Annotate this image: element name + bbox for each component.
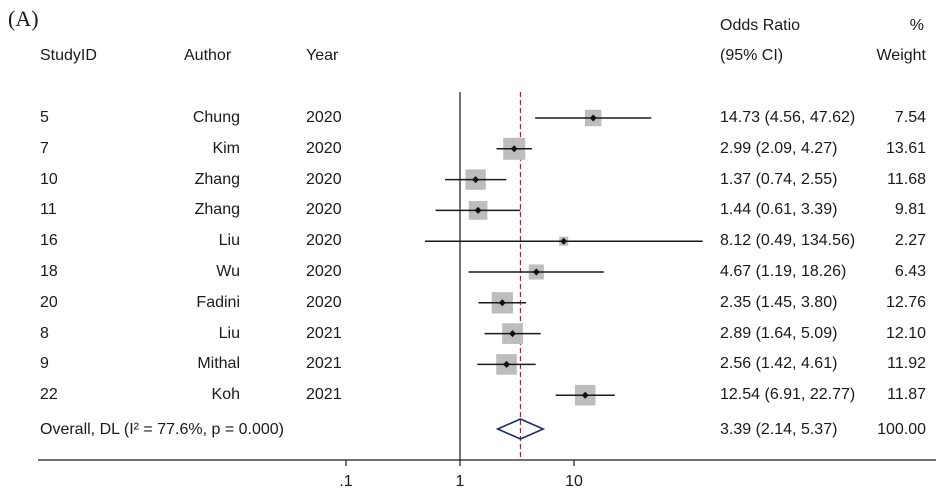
study-author: Zhang: [194, 201, 240, 219]
study-weight-text: 11.87: [887, 386, 926, 404]
study-ci-text: 14.73 (4.56, 47.62): [720, 109, 856, 126]
study-author: Koh: [211, 386, 240, 404]
header-odds-ratio: Odds Ratio: [720, 17, 801, 34]
overall-label: Overall, DL (I² = 77.6%, p = 0.000): [40, 421, 284, 438]
study-weight-text: 9.81: [894, 201, 926, 219]
study-author: Wu: [216, 263, 240, 280]
study-year: 2020: [306, 201, 342, 219]
study-point-estimate: [503, 360, 511, 368]
study-point-estimate: [510, 145, 518, 153]
study-year: 2020: [306, 109, 342, 126]
overall-ci-text: 3.39 (2.14, 5.37): [720, 421, 838, 438]
study-author: Fadini: [196, 293, 240, 311]
study-id: 11: [40, 201, 57, 219]
header-author: Author: [184, 47, 232, 64]
study-weight-text: 12.76: [885, 293, 926, 311]
study-ci-text: 2.99 (2.09, 4.27): [720, 139, 838, 157]
overall-weight-text: 100.00: [877, 421, 926, 438]
study-point-estimate: [532, 268, 540, 276]
study-weight-text: 13.61: [885, 139, 926, 157]
study-author: Liu: [218, 324, 240, 342]
study-year: 2020: [306, 263, 342, 280]
study-year: 2021: [306, 324, 342, 342]
study-id: 8: [40, 324, 49, 342]
study-author: Chung: [192, 109, 240, 126]
study-id: 10: [40, 170, 58, 188]
header-percent: %: [909, 17, 924, 34]
x-axis-tick-label: .1: [339, 473, 352, 490]
overall-diamond: [495, 418, 546, 440]
study-point-estimate: [498, 299, 506, 307]
study-year: 2020: [306, 139, 342, 157]
study-id: 5: [40, 109, 49, 126]
study-year: 2020: [306, 293, 342, 311]
study-point-estimate: [509, 330, 517, 338]
study-year: 2020: [306, 170, 342, 188]
study-id: 7: [40, 139, 49, 157]
study-ci-text: 12.54 (6.91, 22.77): [720, 386, 856, 404]
study-ci-text: 2.35 (1.45, 3.80): [720, 293, 838, 311]
x-axis-tick-label: 1: [456, 473, 465, 490]
header-ci: (95% CI): [720, 47, 784, 64]
study-weight-text: 11.92: [887, 355, 926, 373]
header-studyid: StudyID: [40, 47, 97, 64]
study-author: Liu: [218, 232, 240, 250]
study-point-estimate: [472, 176, 480, 184]
study-ci-text: 2.56 (1.42, 4.61): [720, 355, 838, 373]
x-axis-tick-label: 10: [565, 473, 583, 490]
panel-label: (A): [8, 6, 39, 31]
study-author: Kim: [212, 139, 240, 157]
study-weight-text: 6.43: [894, 263, 926, 280]
study-id: 20: [40, 293, 58, 311]
study-weight-text: 11.68: [887, 170, 926, 188]
study-author: Zhang: [194, 170, 240, 188]
study-year: 2021: [306, 386, 342, 404]
study-author: Mithal: [197, 355, 240, 373]
study-id: 18: [40, 263, 58, 280]
study-year: 2020: [306, 232, 342, 250]
study-ci-text: 4.67 (1.19, 18.26): [720, 263, 847, 280]
header-year: Year: [306, 47, 339, 64]
study-point-estimate: [581, 391, 589, 399]
study-weight-text: 2.27: [894, 232, 926, 250]
study-year: 2021: [306, 355, 342, 373]
study-id: 22: [40, 386, 58, 404]
study-weight-text: 12.10: [885, 324, 926, 342]
study-point-estimate: [560, 237, 568, 245]
study-point-estimate: [474, 206, 482, 214]
study-ci-text: 2.89 (1.64, 5.09): [720, 324, 838, 342]
study-ci-text: 1.37 (0.74, 2.55): [720, 170, 838, 188]
header-weight: Weight: [876, 47, 926, 64]
study-weight-text: 7.54: [894, 109, 926, 126]
study-point-estimate: [589, 114, 597, 122]
study-id: 16: [40, 232, 58, 250]
study-id: 9: [40, 355, 49, 373]
study-ci-text: 8.12 (0.49, 134.56): [720, 232, 856, 250]
study-ci-text: 1.44 (0.61, 3.39): [720, 201, 838, 219]
